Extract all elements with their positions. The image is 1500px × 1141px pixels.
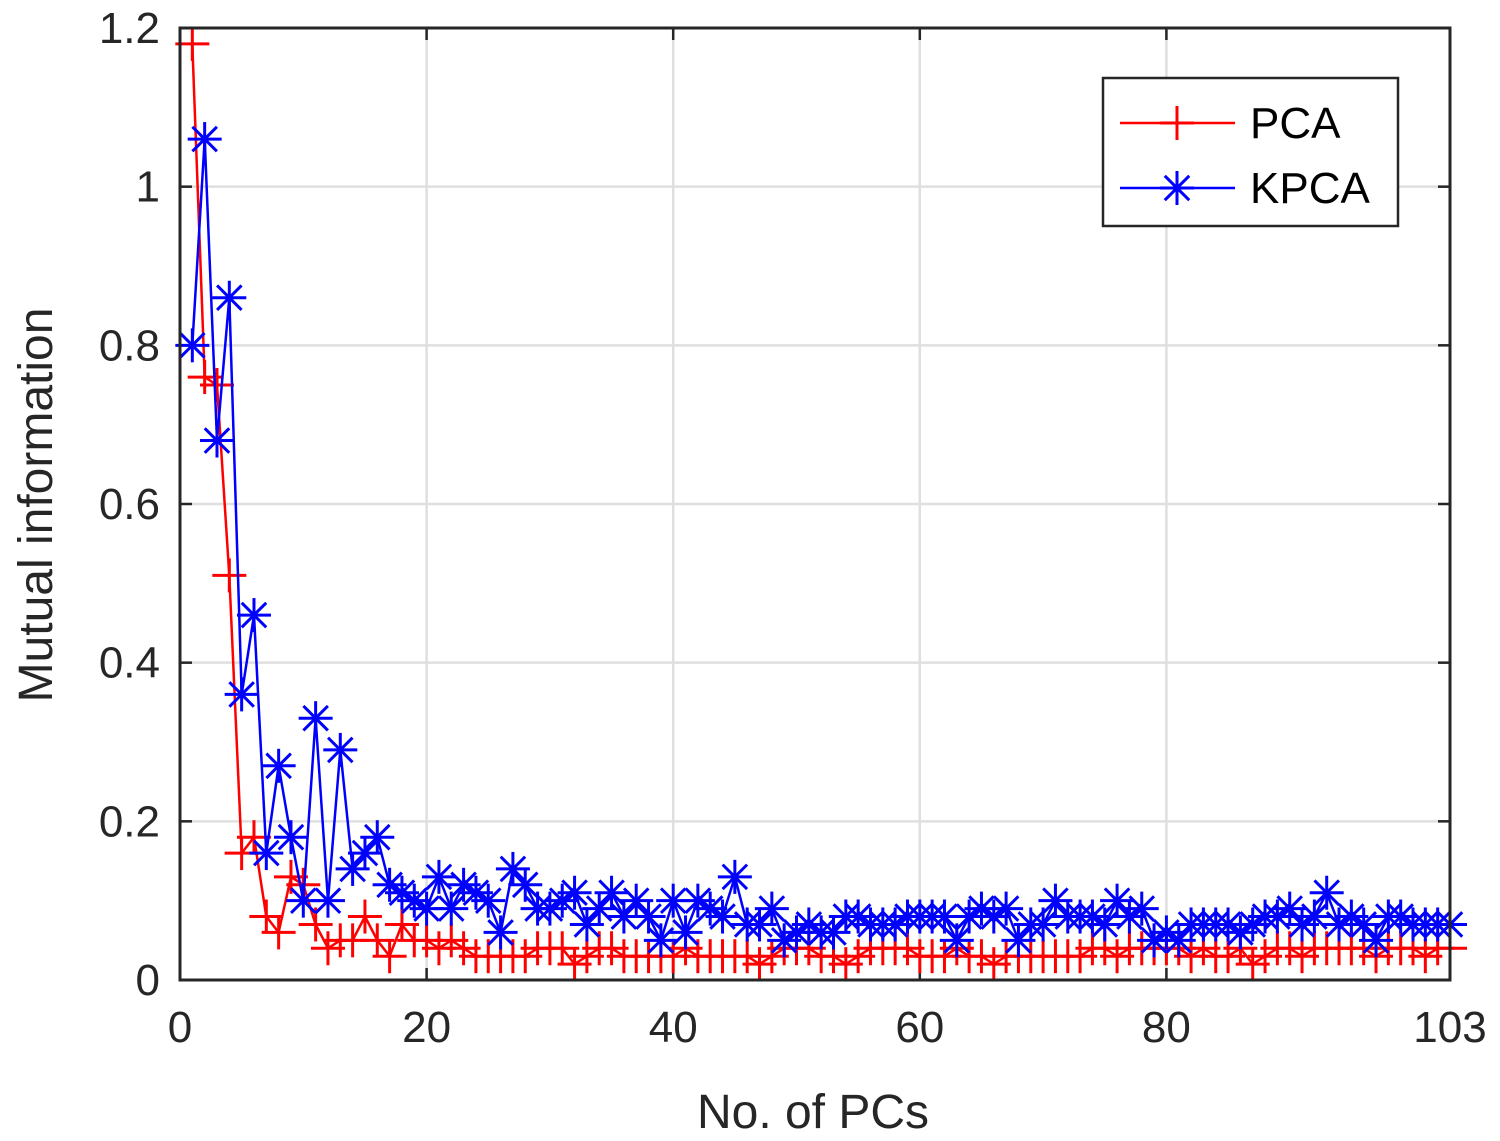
data-point-kpca xyxy=(631,899,666,934)
data-point-kpca xyxy=(310,883,345,918)
data-point-kpca xyxy=(705,899,740,934)
data-point-kpca xyxy=(668,915,703,950)
data-point-pca xyxy=(199,368,234,402)
data-point-kpca xyxy=(298,701,333,736)
data-point-pca xyxy=(261,915,296,950)
data-point-kpca xyxy=(421,859,456,894)
series-layer xyxy=(175,26,1467,982)
data-point-kpca xyxy=(754,891,789,926)
legend-box xyxy=(1101,76,1400,228)
data-point-kpca xyxy=(1087,907,1122,942)
x-tick-label: 20 xyxy=(402,1003,451,1052)
data-point-kpca xyxy=(643,923,678,958)
y-tick-label: 1 xyxy=(136,163,160,212)
data-point-kpca xyxy=(606,899,641,934)
x-tick-label: 40 xyxy=(649,1003,698,1052)
data-point-kpca xyxy=(434,891,469,926)
tick-labels: 0 20 40 60 80 103 0 0.2 0.4 0.6 0.8 1 1.2 xyxy=(99,4,1487,1052)
data-point-kpca xyxy=(656,883,691,918)
x-axis-label: No. of PCs xyxy=(697,1086,929,1139)
y-tick-label: 0.2 xyxy=(99,797,160,846)
legend-marker-glyph xyxy=(1160,171,1194,205)
data-point-kpca xyxy=(483,915,518,950)
data-point-kpca xyxy=(187,122,222,157)
x-tick-label: 80 xyxy=(1142,1003,1191,1052)
data-point-kpca xyxy=(323,732,358,767)
data-point-kpca xyxy=(249,836,284,871)
data-point-kpca xyxy=(1359,923,1394,958)
data-point-kpca xyxy=(471,883,506,918)
data-point-kpca xyxy=(273,820,308,855)
data-point-kpca xyxy=(717,859,752,894)
data-point-kpca xyxy=(175,328,210,363)
legend-label-kpca: KPCA xyxy=(1250,164,1370,213)
y-tick-label: 1.2 xyxy=(99,4,160,53)
data-point-kpca xyxy=(236,598,271,633)
data-point-kpca xyxy=(212,280,247,315)
legend-marker-pca xyxy=(1160,106,1194,140)
data-point-kpca xyxy=(286,883,321,918)
x-tick-label: 60 xyxy=(895,1003,944,1052)
x-tick-label: 103 xyxy=(1413,1003,1486,1052)
data-point-kpca xyxy=(495,851,530,886)
y-tick-label: 0.6 xyxy=(99,480,160,529)
data-point-kpca xyxy=(199,423,234,458)
legend-label-pca: PCA xyxy=(1250,99,1341,148)
series-kpca xyxy=(175,122,1467,958)
legend-marker-glyph xyxy=(1160,106,1194,140)
legend-marker-kpca xyxy=(1160,171,1194,205)
data-point-pca xyxy=(347,899,382,934)
data-point-pca xyxy=(372,939,407,974)
data-point-kpca xyxy=(557,875,592,910)
data-point-kpca xyxy=(347,836,382,871)
legend: PCA KPCA xyxy=(1101,76,1400,228)
data-point-kpca xyxy=(989,891,1024,926)
y-tick-label: 0.8 xyxy=(99,321,160,370)
y-tick-label: 0 xyxy=(136,956,160,1005)
data-point-kpca xyxy=(1309,875,1344,910)
y-tick-label: 0.4 xyxy=(99,639,160,688)
y-axis-label: Mutual information xyxy=(10,308,63,703)
data-point-kpca xyxy=(927,899,962,934)
data-point-kpca xyxy=(1124,891,1159,926)
data-point-kpca xyxy=(939,923,974,958)
data-point-pca xyxy=(298,907,333,942)
data-point-kpca xyxy=(224,677,259,712)
data-point-kpca xyxy=(261,748,296,783)
data-point-kpca xyxy=(360,820,395,855)
axes-box xyxy=(178,26,1452,982)
data-point-pca xyxy=(212,558,247,593)
x-tick-label: 0 xyxy=(168,1003,192,1052)
data-point-kpca xyxy=(508,867,543,902)
